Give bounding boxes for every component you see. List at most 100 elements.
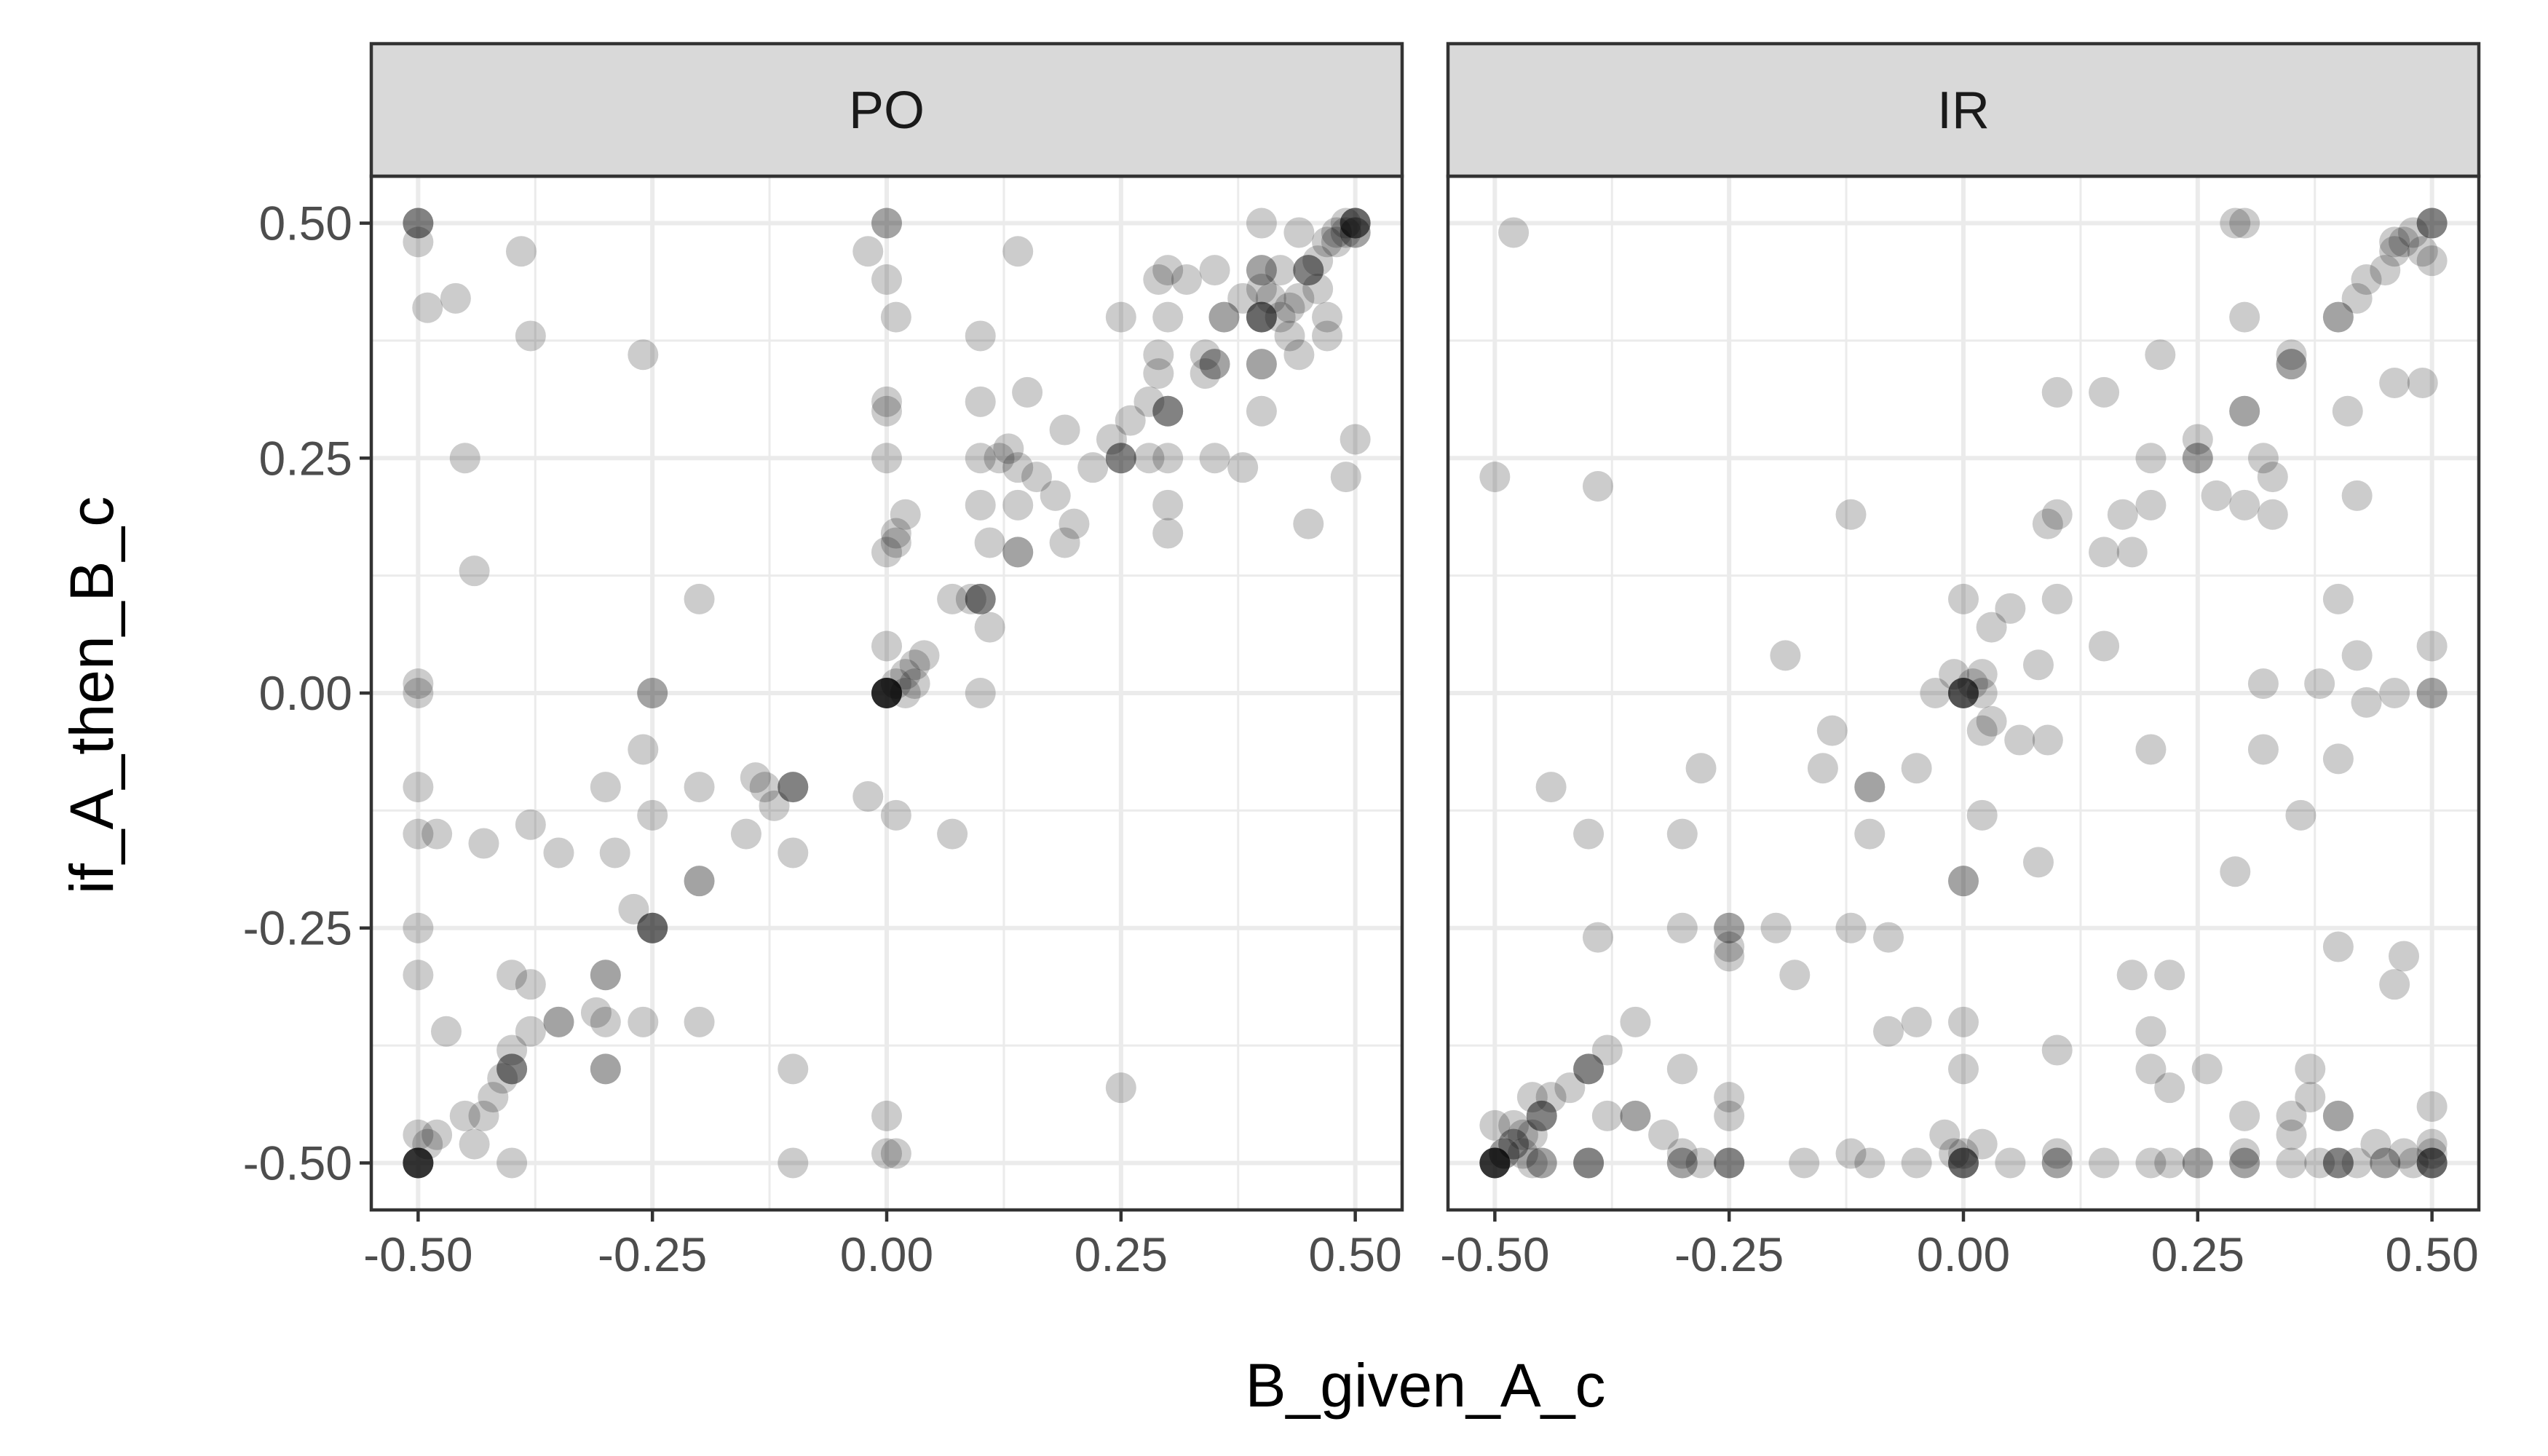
data-point: [422, 1119, 453, 1150]
data-point: [2351, 687, 2382, 718]
data-point: [740, 762, 771, 794]
data-point: [2229, 1147, 2260, 1179]
data-point: [1255, 282, 1286, 314]
data-point: [412, 1128, 443, 1160]
data-point: [1133, 443, 1165, 474]
data-point: [2154, 1147, 2185, 1179]
data-point: [1208, 301, 1240, 333]
data-point: [1835, 499, 1867, 530]
data-point: [1283, 339, 1315, 371]
x-tick-label: -0.50: [1440, 1227, 1549, 1281]
data-point: [1479, 1147, 1511, 1179]
data-point: [1340, 424, 1371, 455]
data-point: [1666, 912, 1698, 943]
data-point: [1021, 462, 1052, 493]
data-point: [1105, 443, 1136, 474]
data-point: [1666, 1147, 1698, 1179]
data-point: [871, 1100, 902, 1131]
data-point: [1199, 255, 1230, 286]
data-point: [1246, 301, 1277, 333]
data-point: [2229, 395, 2260, 427]
data-point: [1321, 226, 1352, 258]
data-point: [2341, 640, 2373, 671]
data-point: [1714, 1147, 1745, 1179]
data-point: [1246, 273, 1277, 304]
data-point: [1302, 273, 1334, 304]
data-point: [1582, 922, 1613, 953]
data-point: [852, 781, 884, 812]
data-point: [1948, 1147, 1979, 1179]
data-point: [496, 1034, 528, 1066]
data-point: [1143, 339, 1174, 371]
data-point: [403, 1147, 434, 1179]
data-point: [478, 1082, 509, 1113]
data-point: [2201, 480, 2232, 511]
data-point: [2257, 499, 2288, 530]
data-point: [2416, 1138, 2448, 1169]
data-point: [965, 583, 996, 614]
data-point: [1835, 912, 1867, 943]
data-point: [1779, 960, 1811, 991]
data-point: [449, 443, 480, 474]
data-point: [1479, 1109, 1511, 1141]
data-point: [965, 386, 996, 417]
data-point: [2041, 1034, 2073, 1066]
data-point: [2322, 301, 2354, 333]
data-point: [1948, 1138, 1979, 1169]
data-point: [2389, 1138, 2420, 1169]
data-point: [2322, 1100, 2354, 1131]
data-point: [1591, 1100, 1623, 1131]
data-point: [1096, 424, 1127, 455]
data-point: [2295, 1082, 2326, 1113]
data-point: [899, 668, 930, 700]
points-ir: [1479, 207, 2448, 1179]
data-point: [412, 292, 443, 323]
data-point: [1948, 1006, 1979, 1037]
data-point: [2041, 1147, 2073, 1179]
data-point: [1283, 282, 1315, 314]
data-point: [2416, 1147, 2448, 1179]
data-point: [2182, 424, 2213, 455]
data-point: [871, 678, 902, 708]
data-point: [1526, 1100, 1557, 1131]
data-point: [2191, 1053, 2223, 1085]
data-point: [1966, 659, 1998, 690]
data-point: [1966, 799, 1998, 831]
data-point: [965, 320, 996, 352]
data-point: [2089, 1147, 2120, 1179]
data-point: [749, 772, 780, 803]
data-point: [965, 443, 996, 474]
data-point: [2247, 734, 2279, 765]
data-point: [403, 1147, 434, 1179]
data-point: [1002, 537, 1034, 568]
data-point: [2229, 395, 2260, 427]
data-point: [2041, 376, 2073, 408]
data-point: [2032, 508, 2063, 539]
data-point: [871, 678, 902, 708]
data-point: [1966, 678, 1998, 708]
data-point: [1948, 1147, 1979, 1179]
data-point: [1516, 1147, 1548, 1179]
y-tick-label: -0.50: [243, 1136, 352, 1190]
data-point: [1976, 705, 2007, 737]
data-point: [628, 734, 659, 765]
facet-strip: [1446, 41, 2481, 178]
data-point: [1516, 1119, 1548, 1150]
data-point: [1302, 245, 1334, 277]
data-point: [1283, 217, 1315, 248]
data-point: [487, 1063, 518, 1094]
data-point: [778, 1053, 809, 1085]
data-point: [2416, 207, 2448, 239]
data-point: [880, 518, 911, 549]
data-point: [422, 818, 453, 850]
data-point: [637, 678, 668, 708]
data-point: [1330, 207, 1361, 239]
data-point: [2276, 339, 2307, 371]
data-point: [1573, 1053, 1605, 1085]
data-point: [1835, 1138, 1867, 1169]
data-point: [403, 1119, 434, 1150]
data-point: [2351, 264, 2382, 295]
data-point: [403, 818, 434, 850]
data-point: [2379, 969, 2410, 1000]
data-point: [2416, 245, 2448, 277]
